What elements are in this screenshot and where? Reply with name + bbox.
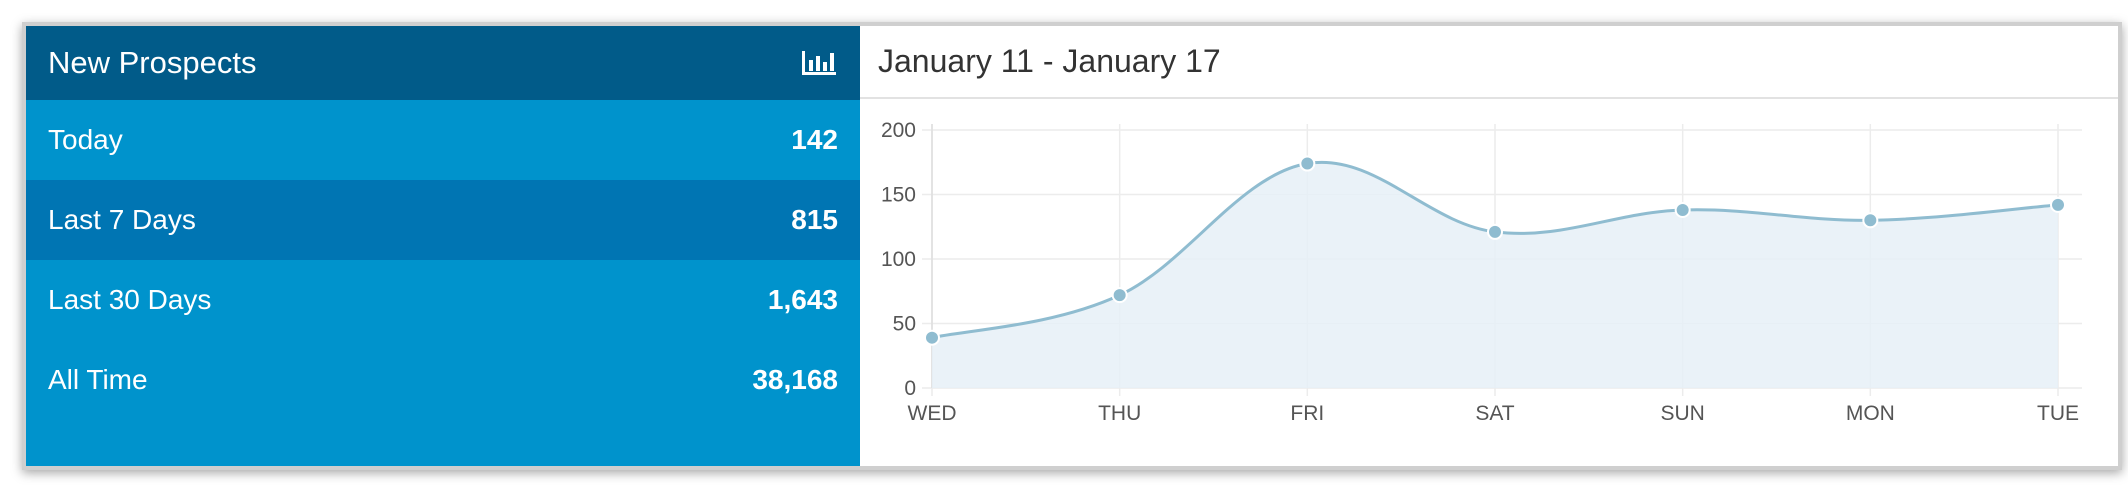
data-point — [924, 329, 940, 346]
stat-label: Today — [48, 124, 123, 155]
stat-value: 815 — [791, 204, 838, 235]
data-point — [1674, 201, 1691, 218]
data-point — [1299, 155, 1316, 172]
x-tick-label: WED — [908, 402, 957, 425]
stat-value: 1,643 — [767, 284, 838, 315]
stat-label: All Time — [48, 364, 148, 395]
summary-panel: New Prospects Today 142 Last 7 Days 815 … — [26, 26, 860, 466]
stat-row-last-30-days[interactable]: Last 30 Days 1,643 — [26, 260, 860, 340]
stat-value: 142 — [791, 124, 838, 155]
y-tick-label: 150 — [881, 184, 916, 207]
data-point — [1487, 223, 1503, 240]
x-tick-label: SUN — [1660, 402, 1704, 425]
x-tick-label: TUE — [2037, 402, 2079, 425]
y-tick-label: 0 — [904, 377, 916, 400]
stat-row-all-time[interactable]: All Time 38,168 — [26, 340, 860, 420]
y-tick-label: 50 — [893, 313, 916, 336]
panel-title: New Prospects — [48, 45, 257, 80]
date-range-header: January 11 - January 17 — [860, 26, 2118, 99]
data-point — [2050, 196, 2066, 213]
bar-chart-icon[interactable] — [800, 48, 838, 78]
date-range-label: January 11 - January 17 — [878, 43, 1221, 79]
stat-label: Last 7 Days — [48, 204, 196, 235]
stat-row-today[interactable]: Today 142 — [26, 100, 860, 180]
x-tick-label: MON — [1846, 402, 1895, 425]
x-tick-label: FRI — [1290, 402, 1324, 425]
stat-value: 38,168 — [752, 364, 838, 395]
x-tick-label: THU — [1098, 402, 1141, 425]
stat-row-last-7-days[interactable]: Last 7 Days 815 — [26, 180, 860, 260]
y-tick-label: 200 — [881, 119, 916, 142]
chart-area: 0 50 100 150 200 WED THU FRI SAT SUN MON TUE — [860, 99, 2118, 466]
stat-label: Last 30 Days — [48, 284, 212, 315]
x-tick-label: SAT — [1475, 402, 1514, 425]
prospects-widget: New Prospects Today 142 Last 7 Days 815 … — [22, 22, 2122, 470]
data-point — [1111, 287, 1128, 304]
y-tick-label: 100 — [881, 248, 916, 271]
prospects-area-chart: 0 50 100 150 200 WED THU FRI SAT SUN MON TUE — [881, 119, 2082, 425]
chart-panel: January 11 - January 17 0 50 100 150 200 WED T… — [860, 26, 2118, 466]
series-area — [932, 162, 2058, 388]
summary-header: New Prospects — [26, 26, 860, 100]
data-point — [1862, 212, 1879, 229]
